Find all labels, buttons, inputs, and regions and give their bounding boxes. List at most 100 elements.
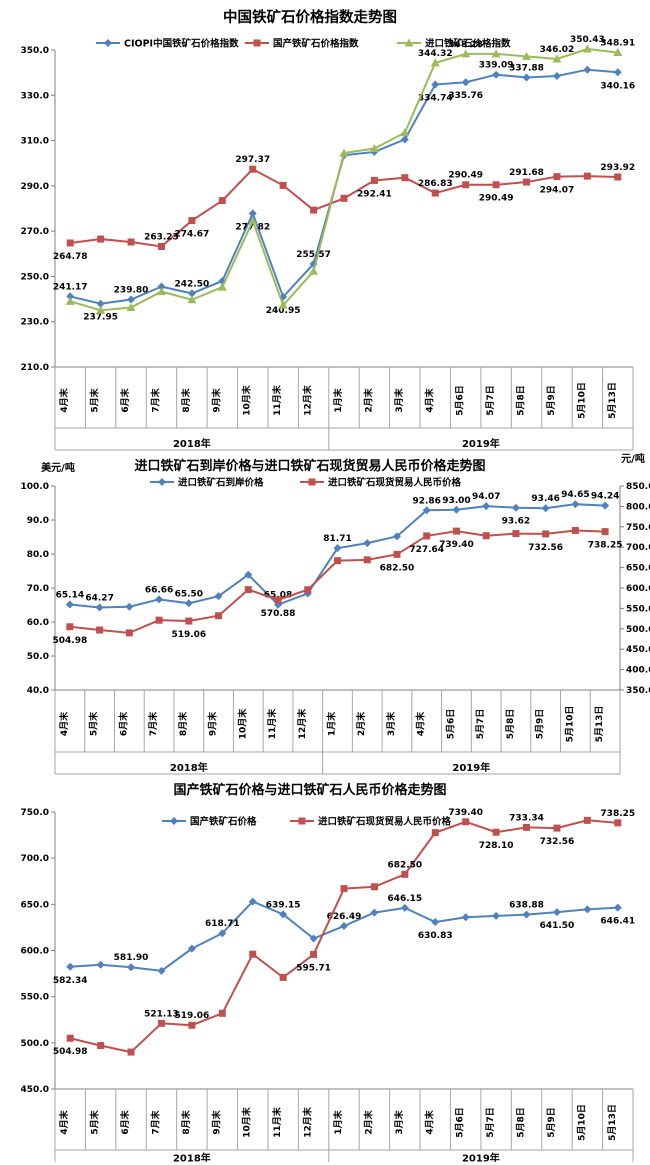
x-axis-category-label: 2月末 bbox=[355, 711, 367, 736]
x-axis-category-label: 5月10日 bbox=[576, 382, 587, 419]
data-label: 728.10 bbox=[479, 841, 514, 851]
data-label: 334.74 bbox=[418, 94, 453, 104]
x-axis-category-label: 9月末 bbox=[207, 711, 219, 736]
y-axis-tick-label: 270.0 bbox=[21, 227, 49, 237]
legend-item: CIOPI中国铁矿石价格指数 bbox=[96, 38, 239, 50]
data-label: 64.27 bbox=[85, 593, 113, 603]
y2-axis-tick-label: 650.0 bbox=[626, 564, 650, 574]
data-label: 582.34 bbox=[53, 976, 88, 986]
legend-item: 国产铁矿石价格指数 bbox=[245, 38, 359, 50]
y-axis-tick-label: 230.0 bbox=[21, 318, 49, 328]
china-iron-ore-index-canvas: 中国铁矿石价格指数走势图 350.0 330.0 310.0 290.0 270.0 250… bbox=[21, 8, 635, 451]
y2-axis-tick-label: 350.0 bbox=[626, 686, 650, 696]
x-axis-category-label: 4月末 bbox=[415, 711, 427, 736]
data-label: 519.06 bbox=[171, 630, 206, 640]
y-axis-tick-label: 700.0 bbox=[21, 854, 49, 864]
x-axis-category-label: 12月末 bbox=[302, 1106, 314, 1138]
x-axis-category-label: 11月末 bbox=[271, 384, 283, 416]
legend-item: 进口铁矿石到岸价格 bbox=[150, 477, 264, 489]
data-label: 682.50 bbox=[387, 860, 422, 870]
legend-label: 进口铁矿石现货贸易人民币价格 bbox=[328, 477, 462, 489]
x-axis-category-label: 5月9日 bbox=[546, 385, 557, 416]
chart-china-iron-ore-index: 中国铁矿石价格指数走势图 350.0 330.0 310.0 290.0 270.0 250… bbox=[0, 0, 650, 452]
y-axis-tick-label: 450.0 bbox=[21, 1085, 49, 1095]
x-axis-category-label: 1月末 bbox=[326, 711, 338, 736]
data-label: 618.71 bbox=[205, 919, 240, 929]
data-label: 292.41 bbox=[357, 189, 392, 199]
x-axis-category-label: 9月末 bbox=[210, 387, 222, 412]
y-axis-tick-label: 60.0 bbox=[27, 618, 49, 628]
x-axis-category-label: 5月7日 bbox=[475, 709, 486, 740]
x-axis-category-label: 5月末 bbox=[89, 1109, 101, 1134]
x-axis-category-label: 1月末 bbox=[332, 387, 344, 412]
data-label: 641.50 bbox=[540, 921, 575, 931]
chart-import-cif-vs-rmb-price: 进口铁矿石到岸价格与进口铁矿石现货贸易人民币价格走势图 美元/吨 元/吨 100.0 9… bbox=[0, 452, 650, 777]
data-label: 93.46 bbox=[531, 494, 559, 504]
y2-axis-tick-label: 450.0 bbox=[626, 645, 650, 655]
data-label: 519.06 bbox=[175, 1011, 210, 1021]
data-label: 682.50 bbox=[380, 563, 415, 573]
x-axis-category-label: 5月末 bbox=[88, 711, 100, 736]
x-axis-category-label: 10月末 bbox=[241, 1106, 253, 1138]
data-label: 732.56 bbox=[528, 543, 563, 553]
data-label: 339.09 bbox=[479, 61, 514, 71]
x-axis-category-label: 5月13日 bbox=[607, 382, 618, 419]
y2-axis-tick-label: 750.0 bbox=[626, 523, 650, 533]
y-axis-tick-label: 100.0 bbox=[21, 482, 49, 492]
data-label: 646.41 bbox=[600, 917, 635, 927]
data-label: 504.98 bbox=[53, 636, 88, 646]
x-axis-category-label: 3月末 bbox=[385, 711, 397, 736]
y-axis-tick-label: 310.0 bbox=[21, 137, 49, 147]
data-label: 739.40 bbox=[439, 540, 474, 550]
x-axis-category-label: 5月7日 bbox=[485, 385, 496, 416]
y-axis-tick-label: 50.0 bbox=[27, 652, 49, 662]
x-axis-category-label: 5月末 bbox=[89, 387, 101, 412]
data-label: 94.07 bbox=[472, 492, 500, 502]
y-axis-tick-label: 330.0 bbox=[21, 91, 49, 101]
data-label: 94.24 bbox=[591, 492, 619, 502]
data-label: 646.15 bbox=[387, 894, 422, 904]
x-axis-category-label: 7月末 bbox=[147, 711, 159, 736]
y2-axis-tick-label: 850.0 bbox=[626, 482, 650, 492]
x-axis-category-label: 9月末 bbox=[210, 1109, 222, 1134]
data-label: 274.67 bbox=[175, 230, 210, 240]
x-axis-year-label: 2018年 bbox=[173, 437, 211, 450]
data-label: 350.43 bbox=[570, 35, 605, 45]
x-axis-year-label: 2019年 bbox=[462, 437, 500, 450]
x-axis-category-label: 12月末 bbox=[302, 384, 314, 416]
y-axis-tick-label: 550.0 bbox=[21, 993, 49, 1003]
data-label: 242.50 bbox=[175, 279, 210, 289]
data-label: 340.16 bbox=[600, 81, 635, 91]
data-label: 264.78 bbox=[53, 252, 88, 262]
x-axis-category-label: 6月末 bbox=[117, 711, 129, 736]
data-label: 738.25 bbox=[600, 809, 635, 819]
x-axis-year-label: 2019年 bbox=[462, 1152, 500, 1162]
legend-label: 进口铁矿石到岸价格 bbox=[178, 477, 264, 489]
x-axis-category-label: 2月末 bbox=[362, 1109, 374, 1134]
x-axis-category-label: 8月末 bbox=[180, 387, 192, 412]
x-axis-category-label: 4月末 bbox=[423, 387, 435, 412]
y-axis-tick-label: 40.0 bbox=[27, 686, 49, 696]
chart-title: 中国铁矿石价格指数走势图 bbox=[223, 8, 397, 26]
x-axis-year-label: 2019年 bbox=[452, 761, 490, 774]
y-axis-tick-label: 500.0 bbox=[21, 1039, 49, 1049]
y-axis-tick-label: 70.0 bbox=[27, 584, 49, 594]
data-label: 727.64 bbox=[409, 545, 444, 555]
x-axis-category-label: 5月6日 bbox=[455, 385, 466, 416]
x-axis-category-label: 3月末 bbox=[393, 387, 405, 412]
x-axis-category-label: 5月7日 bbox=[485, 1107, 496, 1138]
data-label: 237.95 bbox=[83, 313, 118, 323]
x-axis-category-label: 12月末 bbox=[296, 708, 308, 740]
series-0: 65.14 64.27 66.66 65.50 65.08 81.71 92.86 93.00… bbox=[56, 490, 619, 612]
import-cif-vs-rmb-price-canvas: 进口铁矿石到岸价格与进口铁矿石现货贸易人民币价格走势图 美元/吨 元/吨 100.0 9… bbox=[21, 452, 650, 775]
data-label: 290.49 bbox=[448, 171, 483, 181]
data-label: 291.68 bbox=[509, 168, 544, 178]
data-label: 570.88 bbox=[261, 609, 296, 619]
x-axis-category-label: 5月13日 bbox=[607, 1104, 618, 1141]
legend-label: 国产铁矿石价格 bbox=[190, 816, 257, 828]
data-label: 639.15 bbox=[266, 900, 301, 910]
data-label: 335.76 bbox=[448, 91, 483, 101]
data-label: 81.71 bbox=[323, 534, 351, 544]
